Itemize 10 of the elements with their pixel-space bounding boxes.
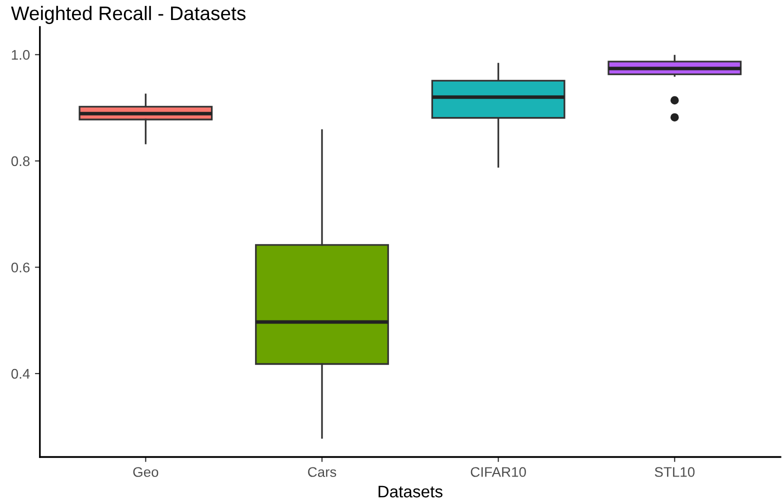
x-tick-label: CIFAR10	[470, 467, 526, 477]
x-tick-label: STL10	[654, 467, 695, 477]
x-tick-label: Cars	[308, 467, 336, 477]
x-axis-title: Datasets	[378, 486, 442, 498]
y-tick-label: 0.6	[11, 262, 30, 272]
y-tick-label: 0.4	[11, 368, 30, 379]
y-tick-label: 1.0	[12, 50, 30, 60]
chart-title: Weighted Recall - Datasets	[11, 6, 246, 24]
x-tick-label: Geo	[133, 467, 158, 477]
y-tick-label: 0.8	[11, 156, 30, 166]
